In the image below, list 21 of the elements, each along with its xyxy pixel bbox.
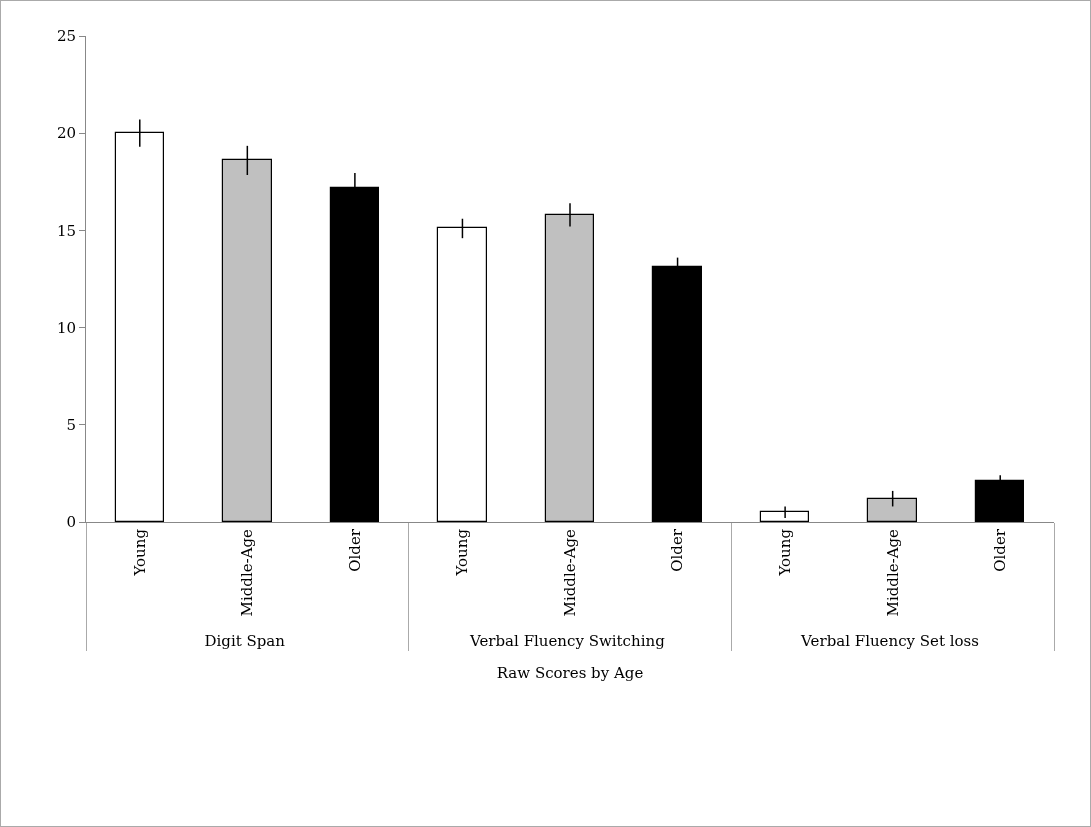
text: Older	[991, 529, 1010, 572]
y-tick-label: 25	[56, 27, 76, 46]
text: Middle-Age	[560, 529, 579, 617]
x-tick-label: Verbal Fluency Switching	[469, 632, 666, 651]
x-tick-label: Verbal Fluency Set loss	[800, 632, 979, 651]
text: Older	[668, 529, 687, 572]
text: Middle-Age	[883, 529, 902, 617]
x-tick-label: Digit Span	[204, 632, 286, 651]
text: Older	[345, 528, 364, 572]
y-tick-label: 15	[56, 221, 76, 240]
text: Young	[130, 529, 149, 576]
text: Young	[453, 529, 472, 576]
y-tick-label: 10	[56, 318, 76, 337]
bar	[974, 479, 1024, 522]
y-tick-label: 0	[66, 513, 76, 532]
text: Middle-Age	[238, 528, 257, 617]
y-tick-label: 20	[56, 124, 76, 143]
y-tick-label: 5	[66, 416, 76, 435]
bar	[759, 510, 809, 522]
x-axis-title: Raw Scores by Age	[496, 664, 644, 683]
legend-label: Young	[775, 528, 794, 577]
